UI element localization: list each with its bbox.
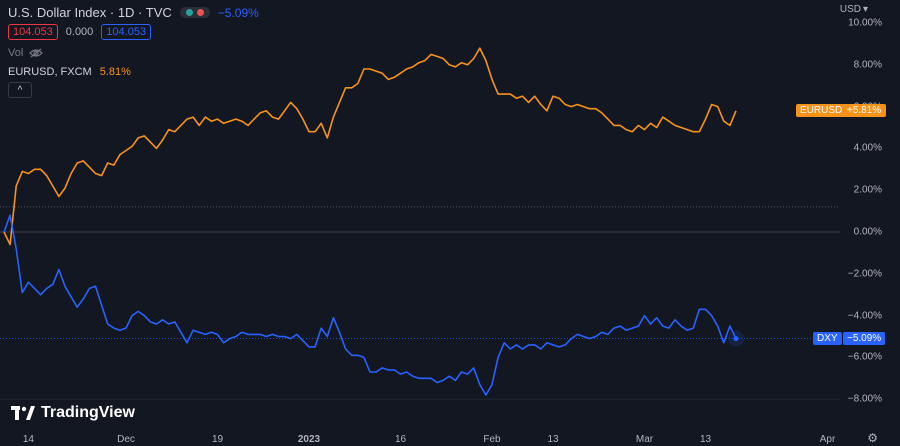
currency-label: USD [839, 4, 861, 15]
dxy-last-point [733, 336, 739, 342]
x-tick-label: 13 [699, 434, 712, 445]
market-closed-icon [196, 9, 204, 16]
y-tick-label: −2.00% [847, 268, 882, 280]
volume-legend: Vol [8, 47, 44, 59]
y-tick-label: 0.00% [853, 226, 882, 238]
x-tick-label: Feb [483, 434, 501, 445]
eurusd-badge-label: EURUSD [796, 104, 847, 117]
market-status-pill[interactable] [179, 7, 210, 18]
symbol-header: U.S. Dollar Index · 1D · TVC −5.09% [8, 5, 259, 20]
collapse-legend-button[interactable]: ^ [8, 82, 32, 98]
settings-gear-icon[interactable]: ⚙ [867, 431, 878, 445]
y-tick-label: 10.00% [848, 17, 882, 29]
eurusd-badge-value: +5.81% [843, 104, 886, 117]
tradingview-logo-text: TradingView [41, 404, 135, 421]
x-tick-label: 16 [394, 434, 407, 445]
y-tick-label: 2.00% [853, 184, 882, 196]
x-tick-label: Dec [117, 434, 135, 445]
x-tick-label: 14 [22, 434, 34, 445]
market-open-icon [185, 9, 193, 16]
compare-change: 5.81% [99, 66, 131, 78]
x-tick-label: 2023 [297, 434, 321, 445]
sell-button[interactable]: 104.053 [8, 24, 58, 40]
dxy-badge-text: DXY [817, 333, 838, 344]
dxy-badge-value: −5.09% [843, 332, 886, 345]
x-tick-label: 13 [547, 434, 559, 445]
trade-panel: 104.053 0.000 104.053 [8, 24, 152, 40]
currency-selector[interactable]: USD ▾ [840, 4, 868, 15]
x-tick-label: Mar [635, 434, 654, 445]
spread-value: 0.000 [65, 26, 94, 38]
compare-symbol: EURUSD, FXCM [8, 66, 92, 78]
y-tick-label: 4.00% [853, 142, 882, 154]
series-line-eurusd[interactable] [3, 47, 737, 246]
chevron-down-icon: ▾ [862, 4, 868, 15]
dxy-badge-label: DXY [813, 332, 842, 345]
y-tick-label: −8.00% [847, 393, 882, 405]
symbol-title[interactable]: U.S. Dollar Index · 1D · TVC [8, 5, 172, 20]
tradingview-logo[interactable]: TradingView [11, 404, 135, 422]
symbol-change: −5.09% [217, 5, 259, 20]
compare-legend[interactable]: EURUSD, FXCM 5.81% [8, 66, 131, 78]
eurusd-badge-value-text: +5.81% [847, 105, 882, 116]
chevron-up-icon: ^ [17, 84, 23, 96]
y-tick-label: −6.00% [847, 351, 882, 363]
eye-hidden-icon[interactable] [29, 48, 44, 58]
x-tick-label: Apr [819, 434, 836, 445]
volume-label: Vol [8, 47, 24, 59]
y-tick-label: 8.00% [853, 59, 882, 71]
buy-button[interactable]: 104.053 [101, 24, 152, 40]
tradingview-logo-icon [11, 406, 35, 420]
y-tick-label: −4.00% [847, 310, 882, 322]
series-line-dxy[interactable] [3, 214, 737, 396]
x-tick-label: 19 [211, 434, 224, 445]
eurusd-badge-text: EURUSD [800, 105, 843, 116]
dxy-badge-value-text: −5.09% [847, 333, 882, 344]
